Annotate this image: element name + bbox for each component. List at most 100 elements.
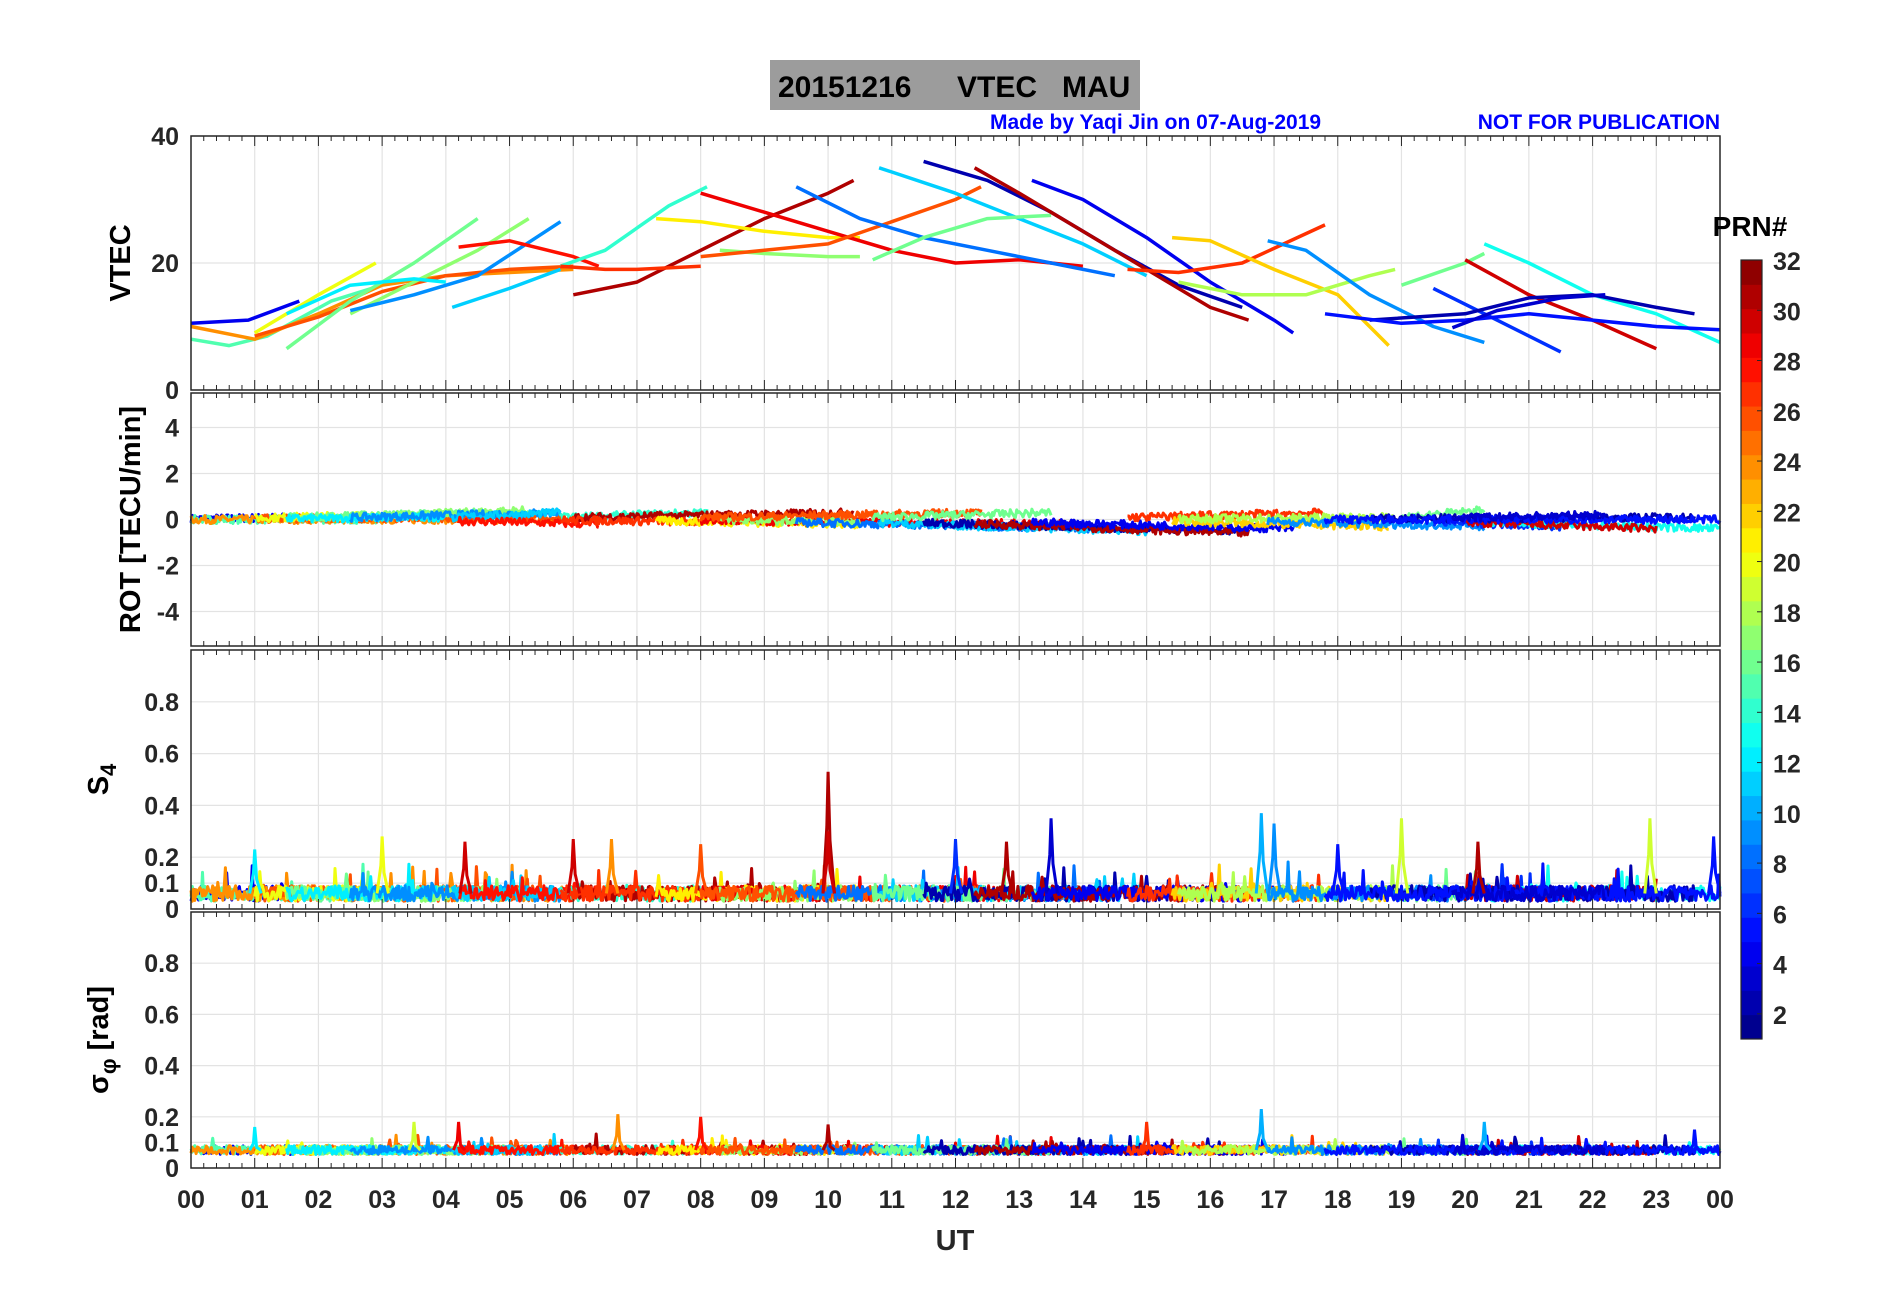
y-axis-label-subscript: 4 <box>96 763 121 776</box>
y-tick-label: 0 <box>165 507 179 535</box>
y-tick-label: 0.8 <box>144 950 179 978</box>
colorbar-tick-label: 12 <box>1773 751 1801 779</box>
spike-prn-30 <box>821 831 836 894</box>
y-tick-label: 0 <box>165 896 179 924</box>
series-line-prn-27 <box>560 264 701 272</box>
series-line-prn-26 <box>700 185 982 259</box>
x-tick-label: 19 <box>1388 1186 1416 1214</box>
x-tick-label: 17 <box>1260 1186 1288 1214</box>
colorbar-segment <box>1741 600 1762 626</box>
series-line-prn-30 <box>1464 258 1658 351</box>
colorbar-segment <box>1741 990 1762 1016</box>
y-axis-label: VTEC <box>105 224 137 301</box>
title-station: MAU <box>1062 71 1130 104</box>
series-line-prn-9 <box>349 220 562 313</box>
series-line-prn-18 <box>1177 511 1396 525</box>
title-date: 20151216 <box>778 71 911 104</box>
y-tick-label: 0.1 <box>144 1129 179 1157</box>
y-tick-label: 40 <box>151 123 179 151</box>
colorbar-segment <box>1741 917 1762 943</box>
y-tick-label: -2 <box>157 553 179 581</box>
colorbar-tick-label: 10 <box>1773 801 1801 829</box>
colorbar-segment <box>1741 503 1762 529</box>
x-tick-label: 12 <box>942 1186 970 1214</box>
y-tick-label: 0.6 <box>144 741 179 769</box>
y-tick-label: 4 <box>165 415 179 443</box>
spike-prn-19 <box>407 1121 422 1152</box>
spike-prn-30 <box>458 841 473 894</box>
y-tick-label: 0 <box>165 377 179 405</box>
y-tick-label: 0.8 <box>144 689 179 717</box>
x-tick-label: 10 <box>814 1186 842 1214</box>
colorbar-tick-label: 24 <box>1773 449 1801 477</box>
y-tick-label: 2 <box>165 461 179 489</box>
spike-prn-10 <box>1254 813 1270 894</box>
x-tick-label: 04 <box>432 1186 460 1214</box>
y-tick-label: 0.4 <box>144 792 179 820</box>
spike-prn-5 <box>1707 836 1722 894</box>
spike-prn-19 <box>1643 818 1658 894</box>
colorbar-tick-label: 8 <box>1773 851 1787 879</box>
x-tick-label: 18 <box>1324 1186 1352 1214</box>
x-tick-label: 21 <box>1515 1186 1543 1214</box>
colorbar-segment <box>1741 698 1762 724</box>
y-axis-label: σφ[rad] <box>83 986 121 1094</box>
panel-rot: -4 -2 0 2 4 ROT [TECU/min] <box>115 392 1722 647</box>
series-line-prn-16 <box>872 213 1052 262</box>
colorbar-tick-label: 22 <box>1773 499 1801 527</box>
y-axis-label-subscript: φ <box>96 1058 121 1074</box>
colorbar-tick-label: 26 <box>1773 399 1801 427</box>
series-line-prn-31 <box>973 518 1251 538</box>
x-tick-label: 09 <box>750 1186 778 1214</box>
series-line-prn-5 <box>1324 312 1721 332</box>
spike-prn-24 <box>611 1114 626 1151</box>
x-tick-label: 00 <box>177 1186 205 1214</box>
colorbar-segment <box>1741 844 1762 870</box>
series-line-prn-5 <box>1323 862 1722 903</box>
series-line-prn-9 <box>1267 239 1485 345</box>
colorbar-segment <box>1741 892 1762 918</box>
series-line-prn-20 <box>253 261 377 335</box>
series-line-prn-28 <box>457 876 601 903</box>
colorbar-segment <box>1741 357 1762 383</box>
colorbar-tick-label: 2 <box>1773 1002 1787 1030</box>
series-line-prn-21 <box>655 216 860 240</box>
y-tick-label: 20 <box>151 250 179 278</box>
spike-prn-30 <box>566 838 582 894</box>
spike-prn-5 <box>1688 1129 1702 1152</box>
x-tick-label: 20 <box>1451 1186 1479 1214</box>
series-line-prn-6 <box>1432 286 1562 354</box>
colorbar-segment <box>1741 333 1762 358</box>
series-line-prn-11 <box>450 507 562 523</box>
colorbar-tick-label: 20 <box>1773 550 1801 578</box>
series-group <box>190 159 1721 354</box>
spike-prn-6 <box>948 838 964 894</box>
colorbar-segment <box>1741 771 1762 797</box>
y-tick-label: 0.1 <box>144 870 179 898</box>
title-quantity: VTEC <box>957 71 1037 104</box>
colorbar-segment <box>1741 552 1762 577</box>
colorbar-segment <box>1741 625 1762 650</box>
series-line-prn-3 <box>1451 509 1607 523</box>
colorbar-tick-label: 30 <box>1773 298 1801 326</box>
series-line-prn-16 <box>871 507 1053 523</box>
colorbar-segment <box>1741 673 1762 699</box>
series-line-prn-22 <box>1171 235 1390 347</box>
colorbar-segment <box>1741 406 1762 431</box>
series-line-prn-18 <box>1178 267 1396 297</box>
colorbar-segment <box>1741 746 1762 772</box>
x-tick-label: 05 <box>496 1186 524 1214</box>
spike-prn-3 <box>1044 818 1059 894</box>
y-axis-label: S4 <box>83 763 121 795</box>
x-tick-label: 16 <box>1196 1186 1224 1214</box>
colorbar-segment <box>1741 819 1762 845</box>
colorbar-segment <box>1741 941 1762 967</box>
spike-prn-27 <box>1140 1121 1155 1152</box>
spike-prn-26 <box>694 844 709 894</box>
colorbar-tick-label: 4 <box>1773 952 1787 980</box>
series-line-prn-3 <box>1451 293 1606 330</box>
panel-vtec: 0 20 40 VTEC <box>105 123 1721 405</box>
title-box <box>770 60 1140 110</box>
spike-prn-10 <box>1477 1121 1492 1152</box>
